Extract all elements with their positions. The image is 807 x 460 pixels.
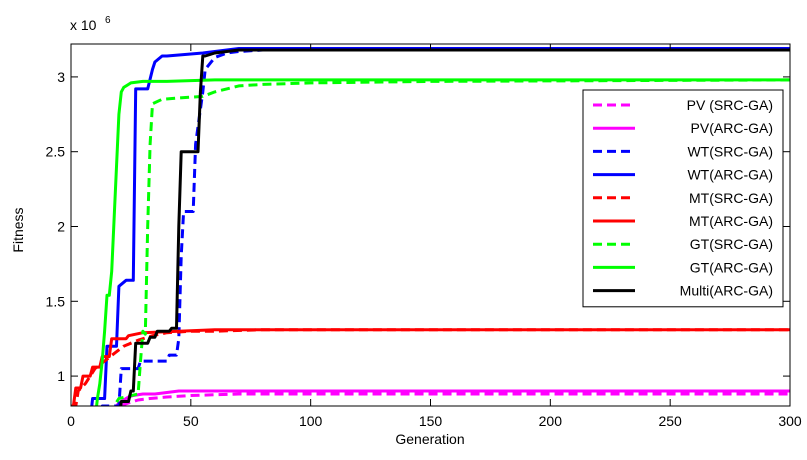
series-layer: [71, 47, 790, 406]
legend-label: GT(ARC-GA): [690, 259, 773, 275]
series-line-3: [90, 47, 790, 406]
series-line-7: [95, 78, 790, 406]
legend-label: Multi(ARC-GA): [680, 283, 773, 299]
x-tick-label: 250: [658, 413, 682, 429]
x-tick-label: 50: [183, 413, 199, 429]
x-tick-label: 100: [299, 413, 323, 429]
legend-label: WT(ARC-GA): [687, 167, 773, 183]
legend-label: WT(SRC-GA): [687, 143, 773, 159]
series-line-4: [71, 328, 790, 406]
legend-label: MT(SRC-GA): [689, 190, 773, 206]
y-tick-label: 3: [57, 69, 65, 85]
y-tick-label: 2: [57, 218, 65, 234]
x-tick-label: 300: [778, 413, 802, 429]
y-axis-label: Fitness: [10, 207, 26, 252]
x-tick-label: 0: [67, 413, 75, 429]
exponent-label: x 10: [70, 17, 97, 33]
legend: PV (SRC-GA) PV(ARC-GA) WT(SRC-GA) WT(ARC-GA…: [582, 89, 784, 308]
series-line-6: [112, 78, 790, 406]
legend-box: [582, 89, 784, 308]
y-tick-label: 2.5: [46, 144, 66, 160]
legend-label: PV (SRC-GA): [687, 97, 773, 113]
x-tick-label: 200: [539, 413, 563, 429]
x-axis-label: Generation: [395, 431, 464, 447]
legend-label: GT(SRC-GA): [690, 236, 773, 252]
series-line-8: [119, 48, 790, 406]
series-line-2: [100, 48, 790, 406]
x-tick-label: 150: [419, 413, 443, 429]
y-tick-label: 1: [57, 368, 65, 384]
ticks-layer: 0 50 100 150 200 250 300 1 1.5 2 2.5 3: [46, 44, 802, 429]
legend-label: MT(ARC-GA): [689, 213, 773, 229]
exponent-power: 6: [105, 15, 111, 26]
y-tick-label: 1.5: [46, 293, 66, 309]
legend-label: PV(ARC-GA): [691, 120, 773, 136]
